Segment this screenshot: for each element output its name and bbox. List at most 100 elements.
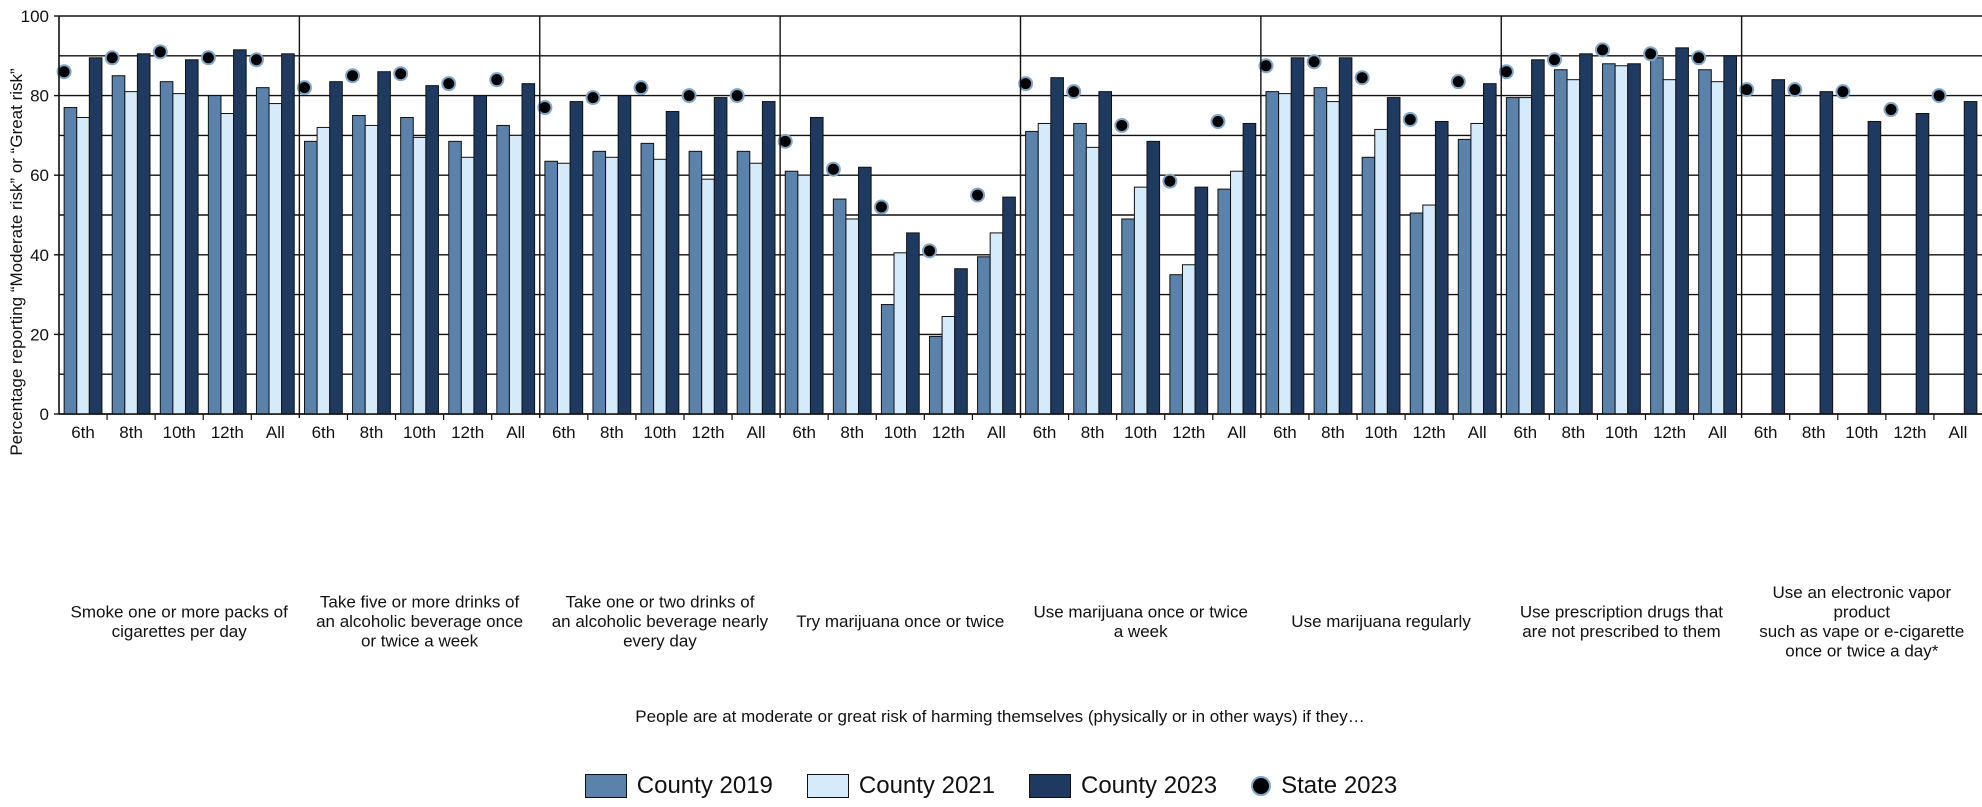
bar-county-2021 [1037,122,1052,415]
dot-state-2023 [1787,82,1803,98]
y-tick-label: 80 [30,87,49,106]
bar-county-2021 [412,136,427,415]
x-tick-label: 8th [600,423,624,442]
x-tick-label: 8th [1802,423,1826,442]
bar-county-2023 [1531,59,1545,415]
dot-state-2023 [585,90,601,106]
dot-state-2023 [729,88,745,104]
bar-county-2023 [1050,77,1064,415]
dot-state-2023 [1306,54,1322,70]
dot-state-2023 [633,80,649,96]
y-tick-label: 0 [40,405,49,424]
x-tick-label: 6th [1033,423,1057,442]
legend-item-county-2023: County 2023 [1029,772,1217,800]
bar-county-2019 [1457,138,1472,415]
dot-state-2023 [104,50,120,66]
legend-label-county-2023: County 2023 [1081,772,1218,799]
x-tick-label: 12th [1653,423,1686,442]
bar-county-2021 [364,124,379,415]
y-tick-label: 40 [30,246,49,265]
x-tick-label: All [1949,423,1968,442]
bar-county-2021 [268,103,283,415]
group-label: Use marijuana regularly [1291,612,1471,631]
bar-county-2023 [473,95,488,415]
dot-state-2023 [825,161,841,177]
bar-county-2023 [1146,140,1161,415]
bar-county-2023 [1434,120,1449,415]
bar-county-2023 [1723,55,1737,415]
dot-state-2023 [921,243,937,259]
bar-county-2021 [460,156,475,415]
bar-county-2021 [653,158,667,415]
dot-state-2023 [1402,111,1418,127]
bar-county-2019 [1409,212,1424,415]
x-tick-label: 6th [1513,423,1537,442]
dot-state-2023 [393,66,409,82]
bar-county-2019 [880,304,895,415]
x-tick-label: 12th [1413,423,1446,442]
x-tick-label: 12th [1172,423,1205,442]
legend-swatch-county-2023 [1029,774,1071,798]
x-tick-label: 12th [932,423,965,442]
dot-state-2023 [1114,117,1130,133]
bar-county-2023 [425,85,439,415]
bar-county-2023 [521,83,536,415]
legend-swatch-county-2021 [806,774,849,798]
dot-state-2023 [441,76,457,92]
bar-county-2019 [1650,57,1664,415]
bar-county-2021 [1662,79,1677,415]
bar-county-2021 [556,162,571,415]
x-tick-label: 6th [312,423,336,442]
y-axis-title: Percentage reporting “Moderate risk” or … [7,68,26,456]
bar-county-2019 [111,75,126,415]
dot-state-2023 [297,80,313,96]
bar-county-2021 [508,134,523,415]
x-tick-label: 6th [552,423,576,442]
dot-state-2023 [1835,84,1851,100]
bar-county-2019 [832,198,847,415]
bar-county-2019 [977,256,991,415]
bar-county-2019 [1698,69,1712,415]
bar-county-2023 [1627,63,1641,415]
dot-state-2023 [1066,84,1082,100]
bar-county-2023 [377,71,391,415]
bar-county-2021 [845,218,860,415]
bar-county-2023 [1963,101,1978,415]
bar-county-2023 [1915,113,1930,415]
bar-county-2023 [88,57,103,415]
dot-state-2023 [56,64,72,80]
legend: County 2019 County 2021 County 2023 Stat… [0,770,1982,802]
bar-county-2019 [1602,63,1616,415]
dot-state-2023 [873,199,889,215]
dot-state-2023 [681,88,697,104]
bar-county-2021 [1710,81,1725,415]
dot-state-2023 [1643,46,1659,62]
bar-county-2021 [1230,170,1244,415]
bar-county-2019 [63,107,78,415]
x-tick-label: 6th [1754,423,1778,442]
bar-county-2021 [76,116,90,415]
y-tick-label: 20 [30,325,49,344]
bar-county-2019 [1073,122,1087,415]
x-tick-label: 12th [691,423,724,442]
dot-state-2023 [489,72,505,88]
dot-state-2023 [1931,88,1947,104]
bar-county-2021 [1085,146,1100,415]
bar-county-2021 [1614,65,1629,415]
bar-county-2023 [954,268,968,415]
bar-county-2023 [906,232,920,415]
bar-county-2023 [136,53,151,415]
bar-county-2023 [1386,97,1401,415]
bar-county-2021 [172,93,186,415]
dot-state-2023 [345,68,361,84]
dot-state-2023 [1595,42,1611,58]
legend-item-county-2021: County 2021 [806,772,995,800]
x-tick-label: All [747,423,766,442]
bar-county-2023 [713,97,728,415]
x-tick-label: All [1468,423,1487,442]
dot-state-2023 [248,52,264,68]
bar-county-2023 [569,101,584,415]
bar-county-2021 [220,113,235,415]
bar-county-2023 [761,101,776,415]
dot-state-2023 [777,133,793,149]
